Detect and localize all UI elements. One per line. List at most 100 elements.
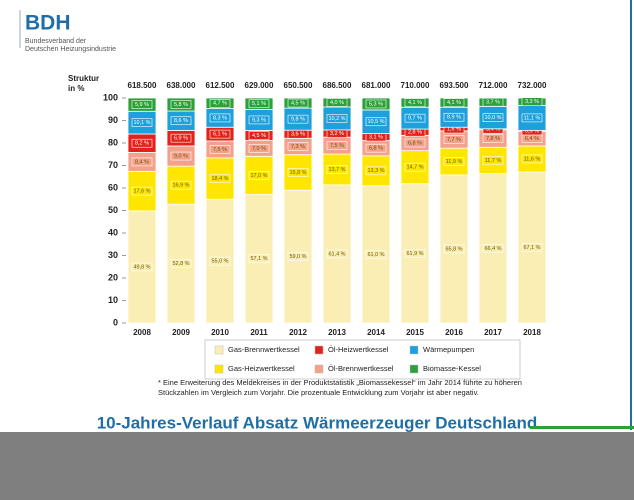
label-box xyxy=(287,252,309,261)
label-box xyxy=(209,145,231,154)
label-box xyxy=(170,259,192,268)
value-label: 10,1 % xyxy=(133,120,150,126)
value-label: 4,5 % xyxy=(252,133,266,139)
value-label: 7,3 % xyxy=(291,144,305,150)
value-label: 9,3 % xyxy=(252,117,266,123)
legend-swatch xyxy=(314,345,324,355)
value-label: 57,1 % xyxy=(250,256,267,262)
label-box xyxy=(209,129,231,139)
total-label: 629.000 xyxy=(245,81,274,90)
x-tick-label: 2014 xyxy=(367,328,385,337)
legend-label: Öl-Heizwertkessel xyxy=(328,345,389,354)
legend-label: Gas-Heizwertkessel xyxy=(228,364,295,373)
y-tick-label: 100 xyxy=(103,92,118,102)
label-box xyxy=(404,98,426,107)
label-box xyxy=(326,114,348,123)
value-label: 7,0 % xyxy=(252,146,266,152)
label-box xyxy=(248,99,270,109)
label-box xyxy=(482,134,504,143)
y-tick-label: 0 xyxy=(113,317,118,327)
value-label: 5,3 % xyxy=(369,101,383,107)
label-box xyxy=(287,114,309,124)
label-box xyxy=(404,162,426,172)
total-label: 612.500 xyxy=(206,81,235,90)
value-label: 8,4 % xyxy=(135,159,149,165)
label-box xyxy=(170,151,192,161)
label-box xyxy=(521,154,543,164)
value-label: 4,1 % xyxy=(408,100,422,106)
y-tick-label: 60 xyxy=(108,182,118,192)
label-box xyxy=(326,141,348,150)
value-label: 6,1 % xyxy=(213,132,227,138)
value-label: 13,7 % xyxy=(328,167,345,173)
value-label: 65,8 % xyxy=(445,246,462,252)
value-label: 7,7 % xyxy=(447,137,461,143)
value-label: 10,5 % xyxy=(367,119,384,125)
legend-box xyxy=(204,339,521,380)
value-label: 3,3 % xyxy=(525,99,539,105)
value-label: 4,7 % xyxy=(213,101,227,107)
value-label: 49,8 % xyxy=(133,264,150,270)
label-box xyxy=(209,256,231,266)
label-box xyxy=(248,115,270,125)
label-box xyxy=(404,138,426,148)
y-tick-label: 90 xyxy=(108,115,118,125)
value-label: 9,0 % xyxy=(174,154,188,160)
value-label: 11,1 % xyxy=(524,115,541,121)
x-tick-label: 2008 xyxy=(133,328,151,337)
x-tick-label: 2017 xyxy=(484,328,502,337)
value-label: 8,6 % xyxy=(174,118,188,124)
value-label: 11,9 % xyxy=(446,159,463,165)
value-label: 10,0 % xyxy=(484,115,501,121)
value-label: 59,0 % xyxy=(289,254,306,260)
label-box xyxy=(287,98,309,108)
label-box xyxy=(521,243,543,252)
label-box xyxy=(482,244,504,253)
value-label: 7,5 % xyxy=(213,147,227,153)
total-label: 686.500 xyxy=(323,81,352,90)
legend-label: Öl-Brennwertkessel xyxy=(328,364,394,373)
footnote: * Eine Erweiterung des Meldekreises in d… xyxy=(158,378,522,387)
value-label: 8,9 % xyxy=(447,115,461,121)
label-box xyxy=(131,157,153,167)
label-box xyxy=(209,113,231,123)
value-label: 61,4 % xyxy=(328,251,345,257)
value-label: 15,8 % xyxy=(289,170,306,176)
label-box xyxy=(170,133,192,143)
value-label: 11,7 % xyxy=(485,158,502,164)
total-label: 638.000 xyxy=(167,81,196,90)
value-label: 67,1 % xyxy=(523,245,540,251)
label-box xyxy=(209,98,231,108)
value-label: 3,7 % xyxy=(486,100,500,106)
value-label: 2,8 % xyxy=(408,130,422,136)
label-box xyxy=(443,112,465,122)
label-box xyxy=(521,97,543,107)
y-axis-label: in % xyxy=(68,84,84,93)
y-tick-label: 40 xyxy=(108,227,118,237)
y-tick-label: 70 xyxy=(108,160,118,170)
value-label: 1,6 % xyxy=(447,127,461,133)
total-label: 618.500 xyxy=(128,81,157,90)
x-tick-label: 2011 xyxy=(250,328,268,337)
y-tick-label: 20 xyxy=(108,272,118,282)
label-box xyxy=(326,249,348,259)
total-label: 712.000 xyxy=(479,81,508,90)
label-box xyxy=(326,98,348,107)
value-label: 0,5 % xyxy=(525,128,539,134)
label-box xyxy=(131,118,153,127)
value-label: 66,4 % xyxy=(484,246,501,252)
value-label: 3,1 % xyxy=(369,134,383,140)
value-label: 4,5 % xyxy=(291,101,305,107)
y-tick-label: 50 xyxy=(108,205,118,215)
total-label: 650.500 xyxy=(284,81,313,90)
value-label: 5,8 % xyxy=(174,102,188,108)
value-label: 5,9 % xyxy=(135,102,149,108)
label-box xyxy=(287,142,309,151)
legend-label: Wärmepumpen xyxy=(423,345,474,354)
label-box xyxy=(131,100,153,109)
value-label: 6,9 % xyxy=(174,136,188,142)
value-label: 8,3 % xyxy=(213,115,227,121)
value-label: 17,0 % xyxy=(250,173,267,179)
label-box xyxy=(443,98,465,107)
